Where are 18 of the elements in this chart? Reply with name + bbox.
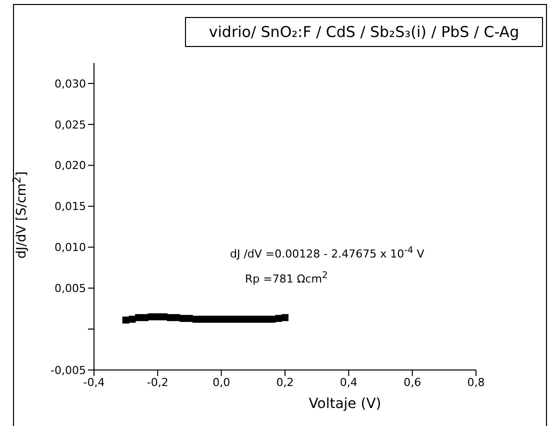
x-tick-label: -0,2: [146, 376, 168, 389]
chart-title: vidrio/ SnO₂:F / CdS / Sb₂S₃(i) / PbS / C-Ag: [208, 23, 520, 41]
x-axis-title: Voltaje (V): [308, 396, 382, 412]
annotation: dJ /dV =0.00128 - 2.47675 x 10$^{-4}$ V: [230, 245, 424, 261]
y-tick-label: -0,005: [50, 364, 86, 377]
y-tick-label: 0,030: [54, 77, 86, 90]
x-tick-label: 0,6: [404, 376, 422, 389]
x-tick-label: 0,2: [276, 376, 294, 389]
x-tick-label: 0,0: [212, 376, 230, 389]
annotation: Rp =781 Ωcm$^{2}$: [245, 270, 328, 286]
y-tick-label: 0,025: [54, 118, 86, 132]
x-tick-label: -0,4: [83, 376, 105, 389]
x-tick-label: 0,4: [340, 376, 358, 389]
x-tick-label: 0,8: [467, 376, 485, 389]
y-tick-label: 0,015: [54, 200, 86, 214]
y-tick-label: 0,020: [54, 159, 86, 172]
y-tick-label: 0,010: [54, 241, 86, 254]
y-tick-label: 0,005: [54, 282, 86, 296]
